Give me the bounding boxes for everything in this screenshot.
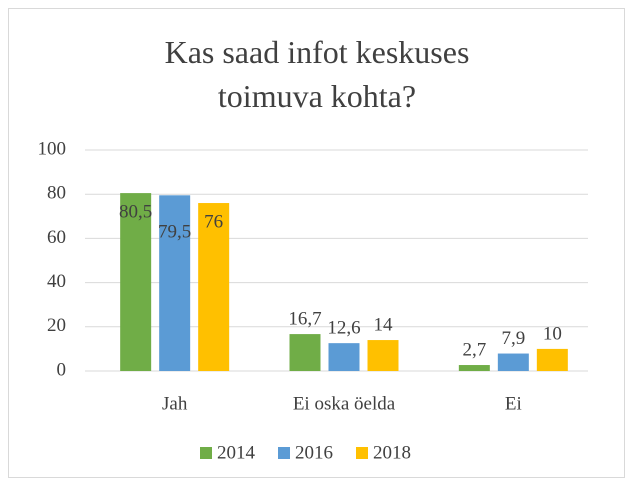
x-tick-label: Ei: [505, 393, 522, 414]
bar: [497, 353, 529, 371]
y-tick-label: 80: [47, 183, 66, 204]
x-tick-label: Jah: [162, 393, 188, 414]
data-label: 10: [543, 323, 562, 344]
bar: [120, 193, 152, 371]
legend-swatch: [356, 447, 368, 459]
bar: [159, 195, 191, 371]
bar: [328, 343, 360, 371]
bar: [289, 334, 321, 371]
data-label: 80,5: [119, 201, 152, 222]
chart-title: Kas saad infot keskuses toimuva kohta?: [164, 34, 470, 114]
y-tick-label: 20: [47, 315, 66, 336]
legend-swatch: [200, 447, 212, 459]
y-tick-label: 60: [47, 227, 66, 248]
legend-label: 2018: [373, 442, 411, 463]
data-label: 12,6: [327, 318, 360, 339]
data-label: 76: [204, 211, 223, 232]
y-tick-label: 40: [47, 271, 66, 292]
data-label: 16,7: [288, 308, 321, 329]
bar: [536, 348, 568, 371]
legend-swatch: [278, 447, 290, 459]
x-tick-label: Ei oska öelda: [293, 393, 396, 414]
legend-label: 2016: [295, 442, 333, 463]
y-tick-label: 0: [57, 359, 67, 380]
data-label: 7,9: [501, 328, 525, 349]
chart-frame: [8, 8, 625, 478]
y-tick-label: 100: [38, 138, 67, 159]
bar: [458, 365, 490, 371]
bar: [367, 340, 399, 371]
data-label: 79,5: [158, 222, 191, 243]
legend-label: 2014: [217, 442, 256, 463]
bar: [198, 203, 230, 371]
data-label: 2,7: [462, 339, 486, 360]
data-label: 14: [374, 314, 394, 335]
